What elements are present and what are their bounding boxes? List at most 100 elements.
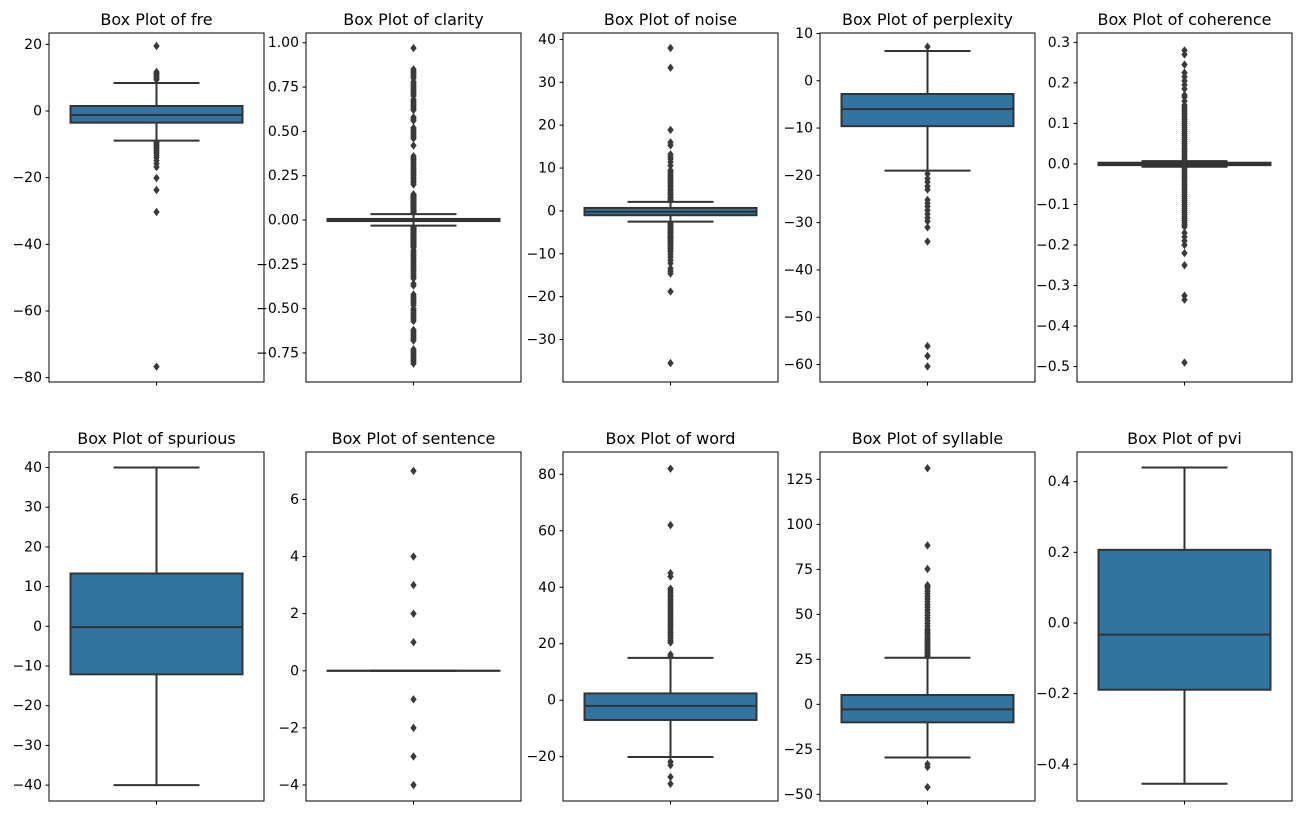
outlier-point xyxy=(410,116,417,125)
subplot-title: Box Plot of clarity xyxy=(343,10,483,29)
outlier-point xyxy=(1181,261,1188,270)
y-tick-label: −10 xyxy=(783,121,813,137)
y-tick-label: 0.0 xyxy=(1048,615,1070,631)
y-tick-label: 30 xyxy=(24,500,42,516)
outlier-point xyxy=(1181,84,1188,94)
y-tick-label: −0.1 xyxy=(1036,197,1070,213)
outlier-point xyxy=(924,341,931,351)
outlier-point xyxy=(410,105,417,115)
outlier-point xyxy=(410,695,417,704)
y-tick-label: −20 xyxy=(12,170,42,186)
y-tick-label: 0.4 xyxy=(1048,474,1070,490)
outlier-point xyxy=(410,180,417,189)
outlier-point xyxy=(924,185,931,194)
outlier-point xyxy=(1181,222,1188,231)
y-tick-label: 125 xyxy=(786,472,813,488)
y-tick-label: 10 xyxy=(795,26,813,42)
y-tick-label: −50 xyxy=(783,787,813,803)
outlier-point xyxy=(667,125,674,135)
y-tick-label: −20 xyxy=(783,168,813,184)
y-tick-label: −50 xyxy=(783,310,813,326)
y-tick-label: 0 xyxy=(804,73,813,89)
outlier-point xyxy=(667,464,674,473)
subplot-title: Box Plot of word xyxy=(606,429,736,448)
outlier-point xyxy=(410,281,417,290)
y-tick-label: −0.5 xyxy=(1036,359,1070,375)
outlier-point xyxy=(410,316,417,326)
y-tick-label: −20 xyxy=(526,749,556,765)
y-tick-label: 0.50 xyxy=(268,124,299,140)
outlier-point xyxy=(410,336,417,345)
outlier-point xyxy=(667,779,674,788)
y-tick-label: −10 xyxy=(526,246,556,262)
y-tick-label: 0.2 xyxy=(1048,545,1070,561)
outlier-point xyxy=(153,207,160,217)
outlier-point xyxy=(1181,295,1188,304)
y-tick-label: 0.3 xyxy=(1048,35,1070,51)
outlier-point xyxy=(667,772,674,782)
y-tick-label: 0 xyxy=(290,663,299,679)
outlier-point xyxy=(410,141,417,150)
y-tick-label: −40 xyxy=(12,778,42,794)
y-tick-label: −0.2 xyxy=(1036,237,1070,253)
y-tick-label: 0.75 xyxy=(268,80,299,96)
outlier-point xyxy=(667,196,674,205)
y-tick-label: 40 xyxy=(24,460,42,476)
y-tick-label: −10 xyxy=(12,659,42,675)
y-tick-label: 10 xyxy=(538,161,556,177)
outlier-point xyxy=(153,162,160,172)
outlier-point xyxy=(410,723,417,733)
subplot-noise: Box Plot of noise 40 30 20 10 0 −10 −20 −30 xyxy=(526,10,779,386)
y-tick-label: −0.75 xyxy=(256,345,299,361)
y-tick-label: 0 xyxy=(804,697,813,713)
y-tick-label: −30 xyxy=(783,215,813,231)
outlier-point xyxy=(153,173,160,183)
outlier-point xyxy=(667,760,674,770)
y-tick-label: 1.00 xyxy=(268,35,299,51)
y-tick-label: −0.4 xyxy=(1036,319,1070,335)
outlier-point xyxy=(667,259,674,268)
y-tick-label: −30 xyxy=(526,332,556,348)
subplot-title: Box Plot of spurious xyxy=(77,429,236,448)
outlier-point xyxy=(667,269,674,278)
y-tick-label: 0.00 xyxy=(268,212,299,228)
y-tick-label: 0 xyxy=(547,693,556,709)
y-tick-label: 20 xyxy=(24,37,42,53)
subplot-syllable: Box Plot of syllable 125 100 75 50 25 0 −25 −50 xyxy=(783,429,1036,805)
outlier-point xyxy=(667,63,674,72)
y-tick-label: −40 xyxy=(12,237,42,253)
y-tick-label: −20 xyxy=(526,289,556,305)
subplot-title: Box Plot of coherence xyxy=(1098,10,1272,29)
box xyxy=(69,572,244,676)
outlier-point xyxy=(924,463,931,473)
y-tick-label: 25 xyxy=(795,652,813,668)
subplot-clarity: Box Plot of clarity 1.00 0.75 0.50 0.25 0.00 −… xyxy=(256,10,522,386)
outlier-point xyxy=(667,287,674,296)
y-tick-label: −2 xyxy=(278,720,299,736)
y-tick-label: 0.0 xyxy=(1048,156,1070,172)
outlier-point xyxy=(924,652,931,661)
y-tick-label: −40 xyxy=(783,262,813,278)
outlier-point xyxy=(924,177,931,187)
subplot-title: Box Plot of perplexity xyxy=(842,10,1013,29)
y-tick-label: 20 xyxy=(24,539,42,555)
outlier-point xyxy=(667,638,674,647)
y-tick-label: 40 xyxy=(538,580,556,596)
outlier-point xyxy=(924,237,931,246)
subplot-fre: Box Plot of fre 20 0 −20 −40 −60 −80 xyxy=(12,10,265,386)
outlier-point xyxy=(153,362,160,371)
y-tick-label: 2 xyxy=(290,606,299,622)
outlier-point xyxy=(1181,358,1188,367)
subplot-coherence: Box Plot of coherence 0.3 0.2 0.1 0.0 −0.1 −0.… xyxy=(1036,10,1293,386)
box xyxy=(1097,548,1272,691)
outlier-point xyxy=(410,552,417,561)
outlier-point xyxy=(667,651,674,661)
outlier-point xyxy=(924,351,931,361)
outlier-point xyxy=(1181,248,1188,258)
outlier-point xyxy=(410,274,417,283)
outlier-point xyxy=(667,161,674,170)
y-tick-label: 0 xyxy=(547,203,556,219)
subplot-perplexity: Box Plot of perplexity 10 0 −10 −20 −30 −40 −50… xyxy=(783,10,1036,386)
y-tick-label: −20 xyxy=(12,698,42,714)
y-tick-label: 0.25 xyxy=(268,168,299,184)
